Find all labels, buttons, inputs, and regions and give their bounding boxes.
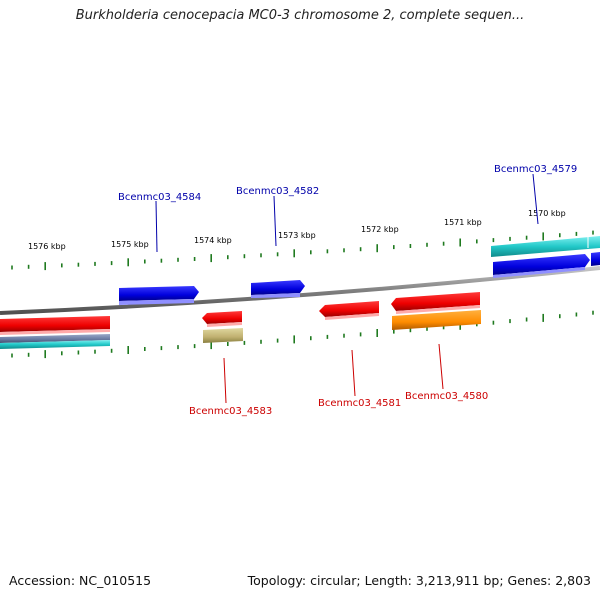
- kbp-label: 1576 kbp: [28, 242, 66, 251]
- gene-forward[interactable]: [251, 280, 305, 298]
- topology-text: Topology: circular; Length: 3,213,911 bp…: [247, 573, 591, 588]
- leader-line: [351, 349, 356, 397]
- kbp-label: 1571 kbp: [444, 218, 482, 227]
- leader-line: [273, 195, 277, 247]
- gene-reverse-cyan[interactable]: [0, 340, 110, 349]
- kbp-label: 1575 kbp: [111, 240, 149, 249]
- gene-reverse-orange[interactable]: [392, 310, 481, 330]
- kbp-label: 1572 kbp: [361, 225, 399, 234]
- leader-line: [155, 200, 158, 253]
- gene-reverse[interactable]: [202, 311, 242, 327]
- kbp-label: 1570 kbp: [528, 209, 566, 218]
- gene-label[interactable]: Bcenmc03_4582: [236, 186, 319, 197]
- accession-text: Accession: NC_010515: [9, 573, 152, 588]
- gene-label[interactable]: Bcenmc03_4581: [318, 398, 401, 409]
- gene-label[interactable]: Bcenmc03_4583: [189, 406, 272, 417]
- gene-label[interactable]: Bcenmc03_4584: [118, 192, 201, 203]
- gene-reverse[interactable]: [391, 292, 480, 314]
- leader-line: [438, 343, 444, 390]
- kbp-label: 1573 kbp: [278, 231, 316, 240]
- leader-line: [532, 173, 539, 225]
- leader-line: [223, 357, 227, 404]
- kbp-label: 1574 kbp: [194, 236, 232, 245]
- gene-reverse[interactable]: [0, 316, 110, 335]
- gene-reverse-olive[interactable]: [203, 328, 243, 343]
- gene-forward[interactable]: [119, 286, 199, 305]
- tick-row-bottom: [11, 310, 594, 359]
- gene-label[interactable]: Bcenmc03_4579: [494, 164, 577, 175]
- tick-row-top: [11, 230, 594, 271]
- gene-forward-cyan[interactable]: [491, 236, 600, 257]
- gene-label[interactable]: Bcenmc03_4580: [405, 391, 488, 402]
- gene-forward[interactable]: [493, 252, 600, 278]
- map-title: Burkholderia cenocepacia MC0-3 chromosom…: [75, 8, 525, 23]
- gene-reverse[interactable]: [319, 301, 379, 320]
